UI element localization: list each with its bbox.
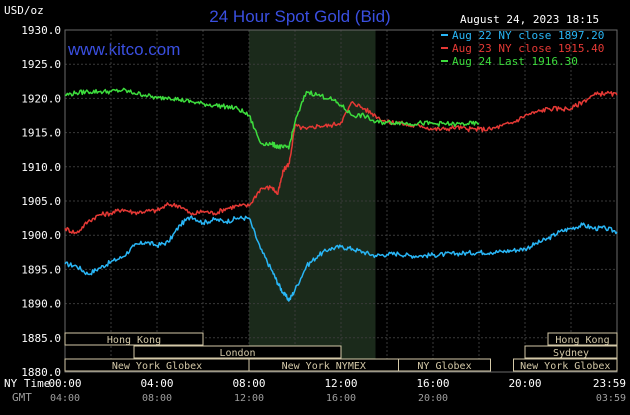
gmt-tick-label: 16:00 [326,393,356,404]
y-tick-label: 1885.0 [21,332,61,345]
session-bar [398,358,491,372]
gmt-row-label: GMT [12,391,32,404]
y-tick-label: 1905.0 [21,195,61,208]
gmt-tick-label: 04:00 [50,393,80,404]
y-unit-label: USD/oz [4,4,44,17]
legend-entry: Aug 22 NY close 1897.20 [452,29,604,42]
plot-frame [64,29,618,373]
x-tick-label: 04:00 [140,377,173,390]
y-tick-label: 1890.0 [21,298,61,311]
session-bar-label: NY Globex [417,361,471,372]
y-tick-label: 1920.0 [21,92,61,105]
series-line [64,87,480,150]
gmt-tick-label: 20:00 [418,393,448,404]
session-bar [64,332,204,346]
x-tick-label: 20:00 [508,377,541,390]
session-bar-label: Sydney [553,348,589,359]
chart-title: 24 Hour Spot Gold (Bid) [209,7,390,26]
session-bar-label: New York Globex [112,361,202,372]
series-line [64,215,618,302]
x-axis-labels: 00:00 04:00 08:00 12:00 16:00 20:00 23:59 04:00… [48,377,626,404]
session-bar-label: New York Globex [520,361,610,372]
y-tick-label: 1930.0 [21,24,61,37]
series-lines [64,87,618,302]
x-tick-label: 23:59 [593,377,626,390]
gmt-tick-label: 12:00 [234,393,264,404]
x-tick-label: 00:00 [48,377,81,390]
series-line [64,90,618,235]
legend-entry: Aug 24 Last 1916.30 [452,55,578,68]
timestamp: August 24, 2023 18:15 [460,13,599,26]
session-bar-label: Hong Kong [107,335,161,346]
brand-watermark: www.kitco.com [67,40,180,59]
session-highlight [249,30,376,372]
session-bar [513,358,618,372]
y-tick-label: 1925.0 [21,58,61,71]
y-tick-label: 1895.0 [21,263,61,276]
y-tick-label: 1880.0 [21,366,61,379]
session-bar-label: London [219,348,255,359]
y-tick-label: 1910.0 [21,161,61,174]
session-bar [547,332,618,346]
x-tick-label: 12:00 [324,377,357,390]
session-bar-label: New York NYMEX [282,361,366,372]
gmt-tick-label: 03:59 [596,393,626,404]
legend-entry: Aug 23 NY close 1915.40 [452,42,604,55]
y-axis-labels: 1930.0 1925.0 1920.0 1915.0 1910.0 1905.0 1900… [21,24,61,379]
x-tick-label: 16:00 [416,377,449,390]
session-bar-label: Hong Kong [555,335,609,346]
y-tick-label: 1900.0 [21,229,61,242]
session-bar [524,345,618,359]
ny-session-shade [249,30,376,372]
session-bar [133,345,342,359]
y-tick-label: 1915.0 [21,127,61,140]
session-bars: Hong Kong Hong Kong London Sydney New York G… [64,332,618,372]
ny-time-row-label: NY Time [4,377,50,390]
x-tick-label: 08:00 [232,377,265,390]
gmt-tick-label: 08:00 [142,393,172,404]
